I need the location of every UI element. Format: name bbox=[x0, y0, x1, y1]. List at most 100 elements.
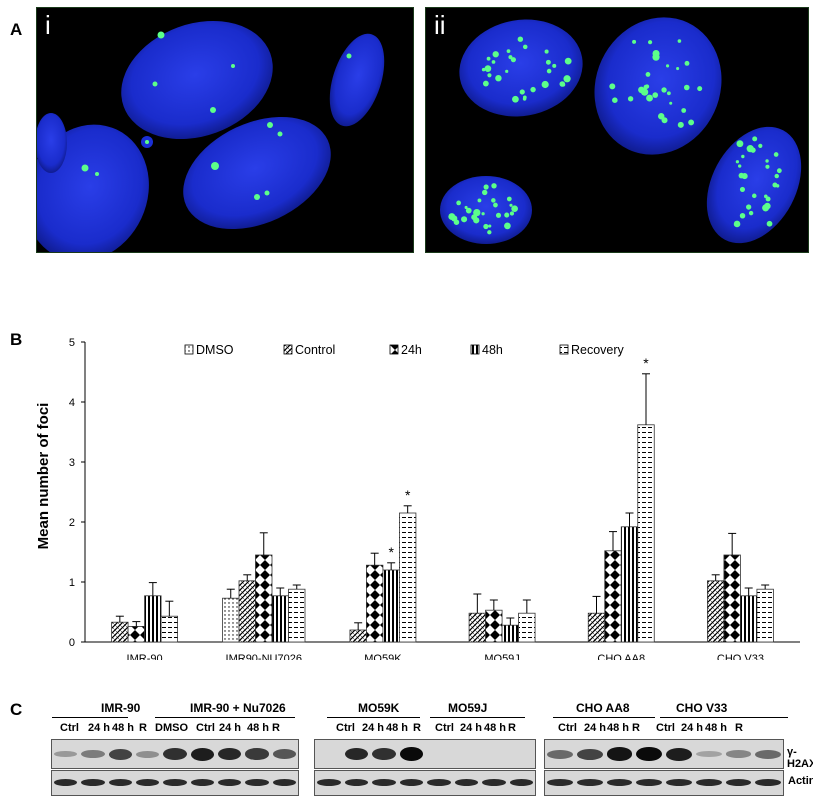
focus-dot bbox=[741, 154, 745, 159]
actin-band bbox=[636, 779, 662, 786]
focus-dot bbox=[509, 211, 515, 216]
actin-blot-mid bbox=[314, 770, 536, 796]
group-underline bbox=[52, 717, 128, 718]
group-underline bbox=[430, 717, 525, 718]
focus-dot bbox=[461, 216, 468, 223]
focus-dot bbox=[477, 198, 482, 203]
legend-swatch bbox=[470, 344, 480, 355]
lane-label: R bbox=[632, 722, 640, 734]
focus-dot bbox=[661, 87, 667, 93]
bar-48h-cho-aa8 bbox=[620, 526, 639, 643]
focus-dot bbox=[495, 74, 502, 82]
focus-dot bbox=[530, 86, 536, 93]
bar-24h-imr90-nu7026 bbox=[255, 554, 273, 643]
lane-label: R bbox=[413, 722, 421, 734]
focus-dot bbox=[643, 84, 649, 90]
actin-blot-left bbox=[51, 770, 299, 796]
focus-dot bbox=[491, 60, 496, 64]
gh2ax-blot-left bbox=[51, 739, 299, 769]
actin-blot-right bbox=[544, 770, 784, 796]
focus-dot bbox=[482, 80, 489, 87]
legend-label: 48h bbox=[482, 343, 503, 357]
panel-a-letter: A bbox=[10, 20, 23, 39]
bar-recovery-imr90-nu7026 bbox=[288, 588, 306, 643]
micrograph-i-image bbox=[37, 21, 385, 252]
focus-dot bbox=[646, 94, 653, 102]
focus-dot bbox=[563, 75, 571, 83]
focus-dot bbox=[488, 224, 492, 228]
focus-dot bbox=[736, 140, 744, 148]
actin-band bbox=[454, 779, 478, 786]
focus-dot bbox=[758, 143, 763, 149]
lane-label: Ctrl bbox=[196, 722, 215, 734]
focus-dot bbox=[513, 206, 518, 211]
x-tick-label: MO59J bbox=[484, 653, 519, 660]
lane-label: DMSO bbox=[155, 722, 188, 734]
focus-dot bbox=[561, 82, 566, 87]
blot-group-title: IMR-90 bbox=[101, 701, 141, 715]
bar-48h-mo59k bbox=[382, 569, 400, 643]
gh2ax-band bbox=[81, 750, 105, 758]
y-tick-label: 1 bbox=[69, 577, 75, 589]
x-tick-label: CHO V33 bbox=[717, 653, 764, 660]
significance-marker: * bbox=[643, 355, 649, 371]
focus-dot bbox=[492, 51, 499, 58]
actin-band bbox=[509, 779, 533, 786]
bar-control-imr-90 bbox=[111, 621, 129, 643]
focus-dot bbox=[677, 121, 684, 128]
focus-dot bbox=[683, 84, 690, 91]
lane-label: Ctrl bbox=[656, 722, 675, 734]
actin-band bbox=[344, 779, 368, 786]
focus-dot bbox=[775, 184, 780, 188]
actin-band bbox=[108, 779, 132, 786]
x-tick-label: CHO AA8 bbox=[597, 653, 645, 660]
bar-24h-imr-90 bbox=[127, 625, 145, 643]
legend-label: Control bbox=[295, 343, 335, 357]
focus-dot bbox=[645, 72, 651, 77]
significance-marker: * bbox=[405, 487, 411, 503]
bar-24h-mo59k bbox=[366, 564, 384, 643]
actin-band bbox=[163, 779, 187, 786]
gh2ax-band bbox=[245, 748, 269, 760]
actin-band bbox=[372, 779, 396, 786]
lane-label: 48 h bbox=[247, 722, 270, 734]
micrograph-i: i bbox=[36, 7, 414, 253]
lane-label: Ctrl bbox=[558, 722, 577, 734]
y-tick-label: 4 bbox=[69, 397, 75, 409]
focus-dot bbox=[766, 220, 773, 227]
bar-recovery-cho-aa8 bbox=[637, 424, 655, 643]
focus-dot bbox=[481, 189, 488, 196]
focus-dot bbox=[504, 222, 511, 230]
bar-24h-cho-aa8 bbox=[604, 550, 622, 643]
lane-label: Ctrl bbox=[435, 722, 454, 734]
actin-band bbox=[136, 779, 160, 786]
legend-swatch bbox=[389, 344, 399, 355]
focus-dot bbox=[491, 183, 497, 189]
actin-band bbox=[272, 779, 296, 786]
bar-48h-imr90-nu7026 bbox=[271, 595, 289, 643]
focus-dot bbox=[737, 164, 742, 168]
bar-control-cho-v33 bbox=[707, 580, 725, 643]
gh2ax-band bbox=[755, 749, 781, 759]
bar-control-imr90-nu7026 bbox=[238, 580, 256, 643]
lane-label: 24 h bbox=[219, 722, 242, 734]
focus-dot bbox=[748, 210, 754, 216]
actin-band bbox=[666, 779, 692, 786]
lane-label: R bbox=[508, 722, 516, 734]
blot-group-title: CHO V33 bbox=[676, 701, 728, 715]
row-label-gh2ax: γ-H2AX bbox=[787, 746, 813, 770]
focus-dot bbox=[652, 92, 659, 98]
y-axis-label: Mean number of foci bbox=[35, 403, 52, 550]
blot-group-title: IMR-90 + Nu7026 bbox=[190, 701, 286, 715]
actin-band bbox=[218, 779, 242, 786]
focus-dot bbox=[665, 64, 670, 68]
focus-dot bbox=[627, 96, 634, 102]
focus-dot bbox=[735, 160, 740, 164]
bar-48h-imr-90 bbox=[144, 595, 162, 643]
lane-label: R bbox=[272, 722, 280, 734]
actin-band bbox=[81, 779, 105, 786]
gh2ax-blot-mid bbox=[314, 739, 536, 769]
focus-dot bbox=[541, 80, 549, 89]
group-underline bbox=[155, 717, 295, 718]
focus-dot bbox=[465, 207, 472, 214]
